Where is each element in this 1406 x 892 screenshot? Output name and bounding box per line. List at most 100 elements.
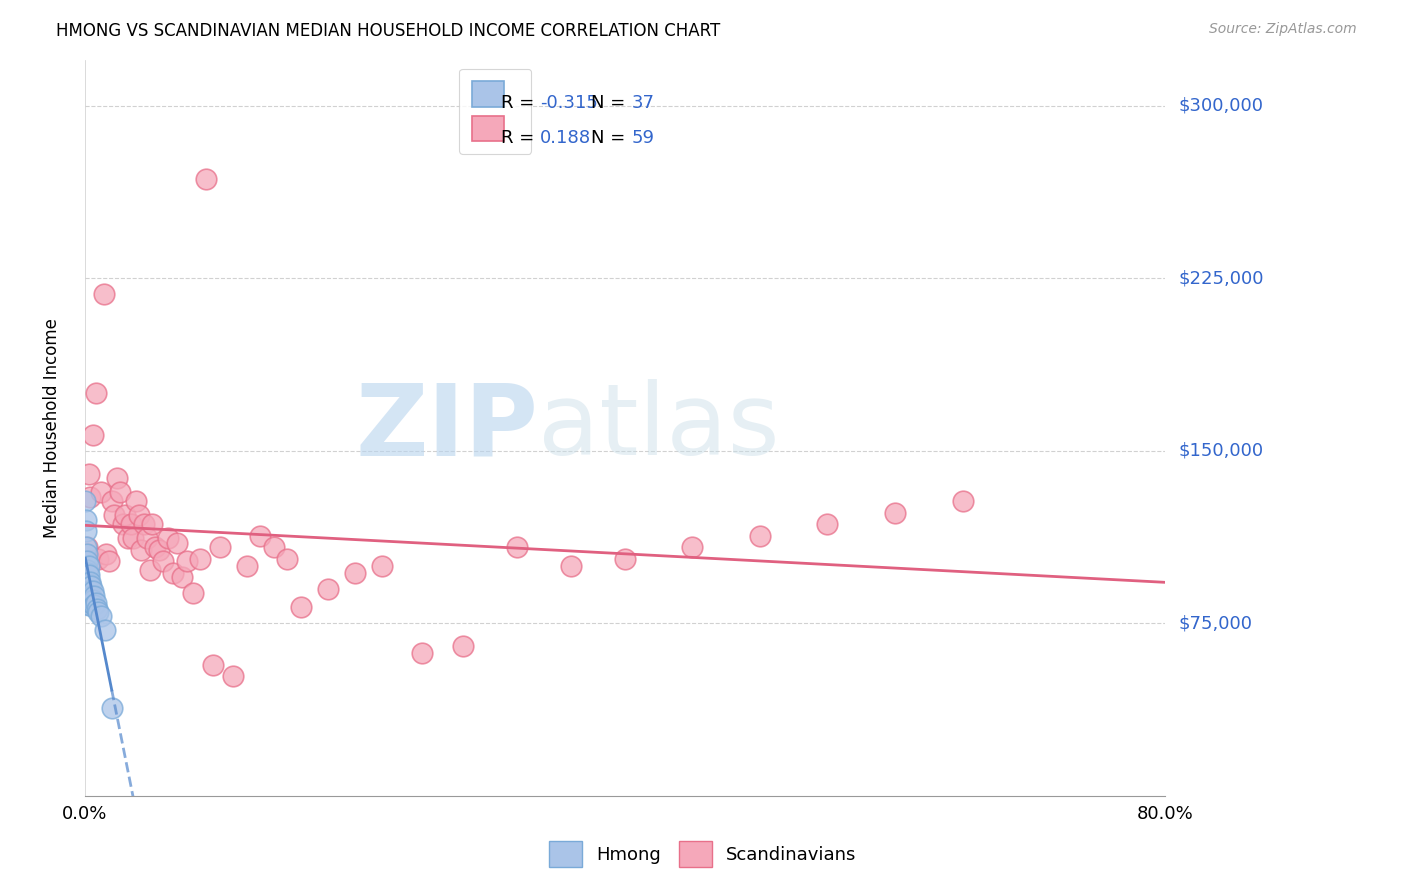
Text: atlas: atlas xyxy=(538,379,780,476)
Point xyxy=(83,598,105,612)
Point xyxy=(94,623,117,637)
Point xyxy=(77,568,100,582)
Point xyxy=(77,598,100,612)
Point xyxy=(560,558,582,573)
Legend: , : , xyxy=(460,69,531,154)
Point xyxy=(75,494,97,508)
Point xyxy=(75,524,97,539)
Point xyxy=(170,570,193,584)
Text: $300,000: $300,000 xyxy=(1180,96,1264,114)
Point xyxy=(343,566,366,580)
Point xyxy=(79,591,101,605)
Text: 37: 37 xyxy=(631,94,654,112)
Point xyxy=(96,547,118,561)
Point xyxy=(166,535,188,549)
Point xyxy=(134,517,156,532)
Text: -0.315: -0.315 xyxy=(540,94,598,112)
Point xyxy=(77,584,100,599)
Point xyxy=(100,494,122,508)
Point xyxy=(100,701,122,715)
Point xyxy=(152,554,174,568)
Point xyxy=(817,517,839,532)
Point xyxy=(162,566,184,580)
Point xyxy=(138,563,160,577)
Point xyxy=(290,600,312,615)
Point xyxy=(222,669,245,683)
Point xyxy=(86,602,108,616)
Point xyxy=(79,574,101,589)
Text: 0.188: 0.188 xyxy=(540,129,591,147)
Point xyxy=(148,542,170,557)
Point xyxy=(114,508,136,522)
Text: N =: N = xyxy=(592,94,631,112)
Point xyxy=(176,554,198,568)
Point xyxy=(76,563,98,577)
Text: 59: 59 xyxy=(631,129,654,147)
Point xyxy=(111,517,134,532)
Point xyxy=(75,513,97,527)
Point xyxy=(77,467,100,481)
Point xyxy=(117,531,139,545)
Text: Source: ZipAtlas.com: Source: ZipAtlas.com xyxy=(1209,22,1357,37)
Point xyxy=(77,566,100,580)
Point xyxy=(122,531,145,545)
Point xyxy=(188,551,211,566)
Point xyxy=(125,494,148,508)
Text: HMONG VS SCANDINAVIAN MEDIAN HOUSEHOLD INCOME CORRELATION CHART: HMONG VS SCANDINAVIAN MEDIAN HOUSEHOLD I… xyxy=(56,22,720,40)
Point xyxy=(79,490,101,504)
Point xyxy=(141,517,163,532)
Point xyxy=(120,517,142,532)
Point xyxy=(135,531,157,545)
Text: ZIP: ZIP xyxy=(356,379,538,476)
Point xyxy=(263,541,285,555)
Text: R =: R = xyxy=(501,94,540,112)
Point xyxy=(952,494,974,508)
Point xyxy=(82,427,104,442)
Point xyxy=(128,508,150,522)
Point xyxy=(79,598,101,612)
Point xyxy=(84,595,107,609)
Point xyxy=(90,609,112,624)
Point xyxy=(83,589,105,603)
Point xyxy=(77,591,100,605)
Text: $150,000: $150,000 xyxy=(1180,442,1264,459)
Point xyxy=(195,172,218,186)
Text: $75,000: $75,000 xyxy=(1180,615,1253,632)
Point xyxy=(208,541,231,555)
Point xyxy=(77,558,100,573)
Text: $225,000: $225,000 xyxy=(1180,269,1264,287)
Point xyxy=(236,558,259,573)
Point xyxy=(80,579,103,593)
Point xyxy=(90,485,112,500)
Point xyxy=(80,595,103,609)
Point xyxy=(103,508,125,522)
Point xyxy=(451,639,474,653)
Point xyxy=(108,485,131,500)
Point xyxy=(76,582,98,596)
Point xyxy=(77,577,100,591)
Point xyxy=(371,558,394,573)
Point xyxy=(77,574,100,589)
Point xyxy=(143,541,166,555)
Point xyxy=(76,554,98,568)
Point xyxy=(749,529,772,543)
Y-axis label: Median Household Income: Median Household Income xyxy=(44,318,60,538)
Point xyxy=(93,287,115,301)
Point xyxy=(181,586,204,600)
Point xyxy=(157,531,180,545)
Point xyxy=(87,551,110,566)
Point xyxy=(76,541,98,555)
Point xyxy=(87,605,110,619)
Point xyxy=(249,529,271,543)
Point xyxy=(79,584,101,599)
Point xyxy=(506,541,529,555)
Point xyxy=(82,593,104,607)
Point xyxy=(76,573,98,587)
Point xyxy=(76,547,98,561)
Point xyxy=(75,558,97,573)
Point xyxy=(105,471,128,485)
Point xyxy=(75,541,97,555)
Legend: Hmong, Scandinavians: Hmong, Scandinavians xyxy=(543,834,863,874)
Point xyxy=(98,554,121,568)
Point xyxy=(613,551,636,566)
